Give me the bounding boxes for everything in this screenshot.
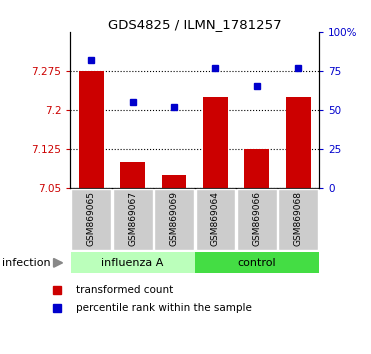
Bar — [203, 97, 228, 188]
Text: influenza A: influenza A — [101, 258, 164, 268]
Text: GSM869068: GSM869068 — [294, 191, 303, 246]
Text: percentile rank within the sample: percentile rank within the sample — [76, 303, 252, 314]
Text: transformed count: transformed count — [76, 285, 173, 295]
Bar — [120, 162, 145, 188]
Text: GSM869066: GSM869066 — [252, 191, 262, 246]
Bar — [286, 97, 311, 188]
Bar — [79, 71, 104, 188]
Bar — [244, 149, 269, 188]
Text: GSM869067: GSM869067 — [128, 191, 137, 246]
Text: infection: infection — [2, 258, 50, 268]
Bar — [71, 252, 194, 273]
Bar — [279, 189, 318, 250]
Text: GSM869069: GSM869069 — [170, 191, 178, 246]
Title: GDS4825 / ILMN_1781257: GDS4825 / ILMN_1781257 — [108, 18, 282, 31]
Text: control: control — [237, 258, 276, 268]
Bar — [154, 189, 194, 250]
Bar — [71, 189, 111, 250]
Bar — [113, 189, 152, 250]
Text: GSM869065: GSM869065 — [87, 191, 96, 246]
Text: GSM869064: GSM869064 — [211, 191, 220, 246]
Bar — [162, 175, 187, 188]
Bar — [195, 252, 319, 273]
Bar — [196, 189, 235, 250]
Bar — [237, 189, 277, 250]
